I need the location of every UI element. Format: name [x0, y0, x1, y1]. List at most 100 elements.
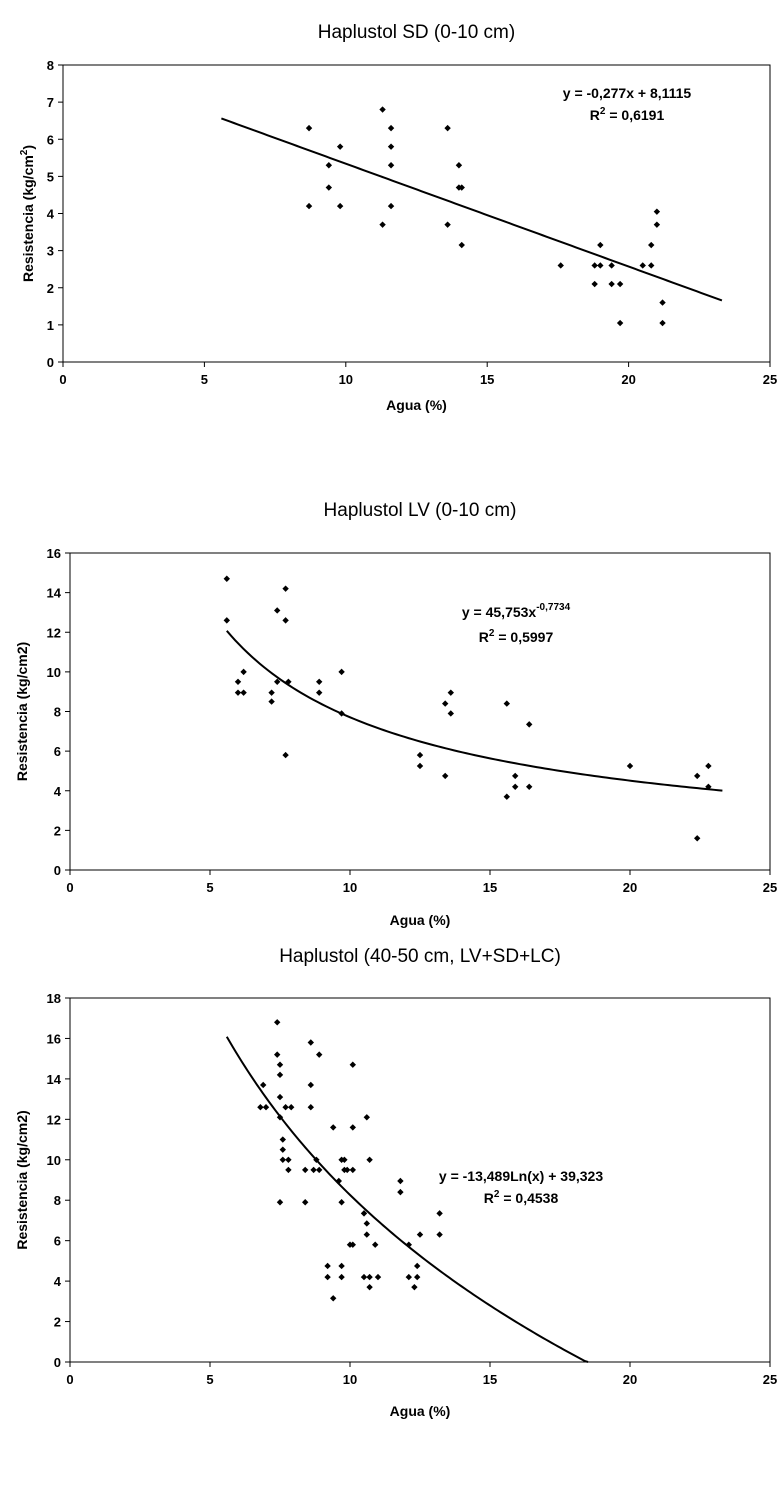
data-point	[276, 1199, 284, 1206]
trendline-equation-main: y = 45,753x	[462, 604, 537, 620]
trendline-equation-main: y = -13,489Ln(x) + 39,323	[439, 1168, 603, 1184]
x-tick-label: 5	[201, 372, 208, 387]
x-tick-label: 10	[343, 880, 357, 895]
data-point	[374, 1273, 382, 1281]
trendline-equation-exponent: -0,7734	[536, 602, 570, 613]
data-point	[349, 1124, 356, 1131]
data-point	[268, 698, 275, 705]
data-point	[262, 1104, 270, 1111]
data-point	[444, 221, 451, 228]
data-point	[436, 1231, 443, 1238]
data-point	[512, 783, 519, 790]
data-point	[338, 1273, 345, 1281]
data-point	[257, 1104, 264, 1111]
data-point	[705, 762, 712, 770]
y-tick-label: 0	[54, 1355, 61, 1370]
x-tick-label: 15	[483, 880, 497, 895]
y-tick-label: 0	[47, 355, 54, 370]
data-point	[338, 1199, 345, 1206]
data-point	[416, 1231, 424, 1238]
y-axis-label: Resistencia (kg/cm2)	[14, 1110, 30, 1249]
x-tick-label: 25	[763, 1372, 777, 1387]
r-squared-prefix: R	[479, 629, 489, 645]
y-axis-label-main: Resistencia (kg/cm	[20, 155, 36, 282]
data-point	[366, 1273, 373, 1281]
data-point	[324, 1262, 331, 1270]
y-tick-label: 16	[47, 1031, 61, 1046]
data-point	[307, 1039, 314, 1046]
data-point	[414, 1273, 421, 1281]
data-point	[503, 700, 510, 707]
data-point	[274, 607, 281, 614]
data-point	[316, 1051, 323, 1058]
y-axis-label: Resistencia (kg/cm2)	[14, 642, 30, 781]
r-squared-superscript: 2	[600, 106, 606, 117]
data-point	[705, 783, 712, 790]
data-point	[305, 202, 313, 210]
data-point	[341, 1156, 348, 1163]
data-point	[285, 1156, 292, 1163]
r-squared-value: = 0,5997	[494, 629, 553, 645]
x-tick-label: 15	[480, 372, 494, 387]
data-point	[285, 1166, 292, 1174]
data-point	[557, 262, 564, 269]
y-tick-label: 4	[54, 1274, 62, 1289]
y-axis-label-superscript: 2	[19, 149, 30, 155]
y-tick-label: 1	[47, 318, 54, 333]
data-point	[416, 762, 424, 770]
data-point	[648, 241, 655, 249]
data-point	[379, 221, 386, 228]
data-point	[282, 617, 289, 624]
y-tick-label: 18	[47, 991, 61, 1006]
data-point	[282, 585, 289, 592]
data-point	[447, 710, 454, 717]
data-point	[414, 1262, 421, 1270]
r-squared-superscript: 2	[494, 1189, 500, 1200]
data-point	[648, 262, 655, 269]
trendline-equation: y = -0,277x + 8,1115	[563, 85, 692, 101]
data-point	[442, 772, 449, 780]
data-point	[639, 262, 646, 269]
data-point	[282, 751, 289, 759]
chart-1: Haplustol SD (0-10 cm) 0 5 10 15 20 25 0 1 2 3 4 5 6 7…	[19, 22, 777, 413]
data-point	[366, 1156, 373, 1163]
plot-area-frame	[69, 552, 771, 871]
chart-3: Haplustol (40-50 cm, LV+SD+LC)0 5 10 15 20 25…	[14, 946, 777, 1419]
data-point	[223, 575, 230, 582]
data-point	[325, 162, 333, 169]
trendline-equation: y = 45,753x-0,7734	[462, 602, 571, 620]
chart-title: Haplustol SD (0-10 cm)	[318, 22, 515, 43]
y-tick-label: 16	[47, 546, 61, 561]
y-tick-label: 2	[54, 1315, 61, 1330]
data-point	[626, 762, 634, 770]
data-point	[302, 1166, 309, 1174]
trendline	[226, 630, 723, 792]
x-tick-label: 20	[623, 1372, 637, 1387]
data-point	[503, 793, 510, 800]
x-tick-label: 5	[206, 880, 213, 895]
chart-title: Haplustol LV (0-10 cm)	[324, 500, 517, 521]
y-tick-label: 5	[47, 169, 54, 184]
trendline-equation-main: y = -0,277x + 8,1115	[563, 85, 692, 101]
x-tick-label: 15	[483, 1372, 497, 1387]
data-point	[316, 1166, 323, 1174]
data-point	[349, 1241, 356, 1248]
x-tick-label: 0	[66, 880, 73, 895]
data-point	[458, 241, 465, 249]
data-point	[694, 772, 701, 780]
data-point	[338, 1262, 345, 1270]
y-axis-label: Resistencia (kg/cm2)	[19, 145, 36, 282]
y-tick-label: 6	[54, 1234, 61, 1249]
data-point	[659, 319, 666, 327]
data-point	[344, 1166, 351, 1174]
data-point	[694, 835, 701, 842]
data-point	[274, 1019, 281, 1026]
y-tick-label: 6	[47, 132, 54, 147]
data-point	[416, 751, 424, 759]
data-point	[360, 1273, 368, 1281]
data-point	[387, 162, 395, 169]
y-tick-label: 8	[54, 1193, 61, 1208]
x-tick-label: 20	[623, 880, 637, 895]
data-point	[397, 1188, 404, 1196]
data-point	[330, 1295, 337, 1302]
